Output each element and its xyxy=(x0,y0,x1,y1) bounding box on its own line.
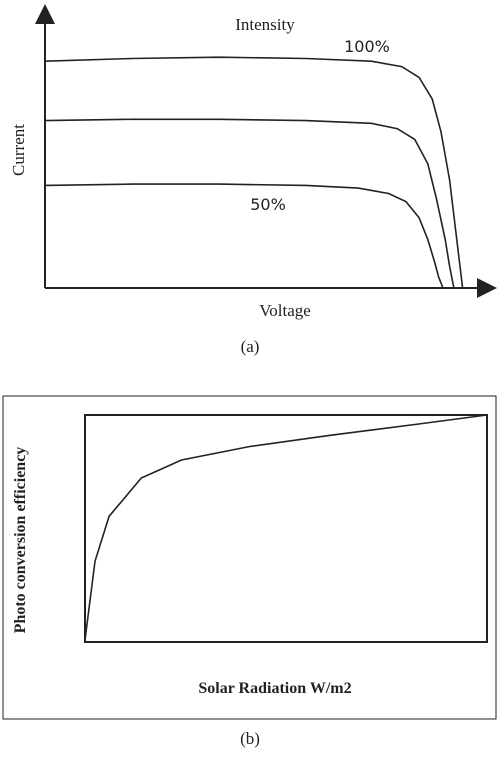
annotation: 50% xyxy=(250,195,286,214)
curve xyxy=(45,184,443,288)
caption: (b) xyxy=(240,729,260,748)
plot-area xyxy=(85,415,487,642)
frame xyxy=(3,396,496,719)
curve xyxy=(85,415,487,640)
caption: (a) xyxy=(241,337,260,356)
x-axis-label: Solar Radiation W/m2 xyxy=(198,680,351,697)
y-axis-label: Current xyxy=(9,124,28,176)
annotation: 100% xyxy=(344,37,390,56)
y-axis-label: Photo conversion efficiency xyxy=(12,447,29,634)
annotation: Intensity xyxy=(235,15,295,34)
figure: Intensity 100% 50% Voltage Current (a) S… xyxy=(0,0,499,752)
curve xyxy=(45,57,463,288)
x-axis-label: Voltage xyxy=(259,301,311,320)
page: {"chart_data": [ {"type": "line", "title… xyxy=(0,0,499,752)
